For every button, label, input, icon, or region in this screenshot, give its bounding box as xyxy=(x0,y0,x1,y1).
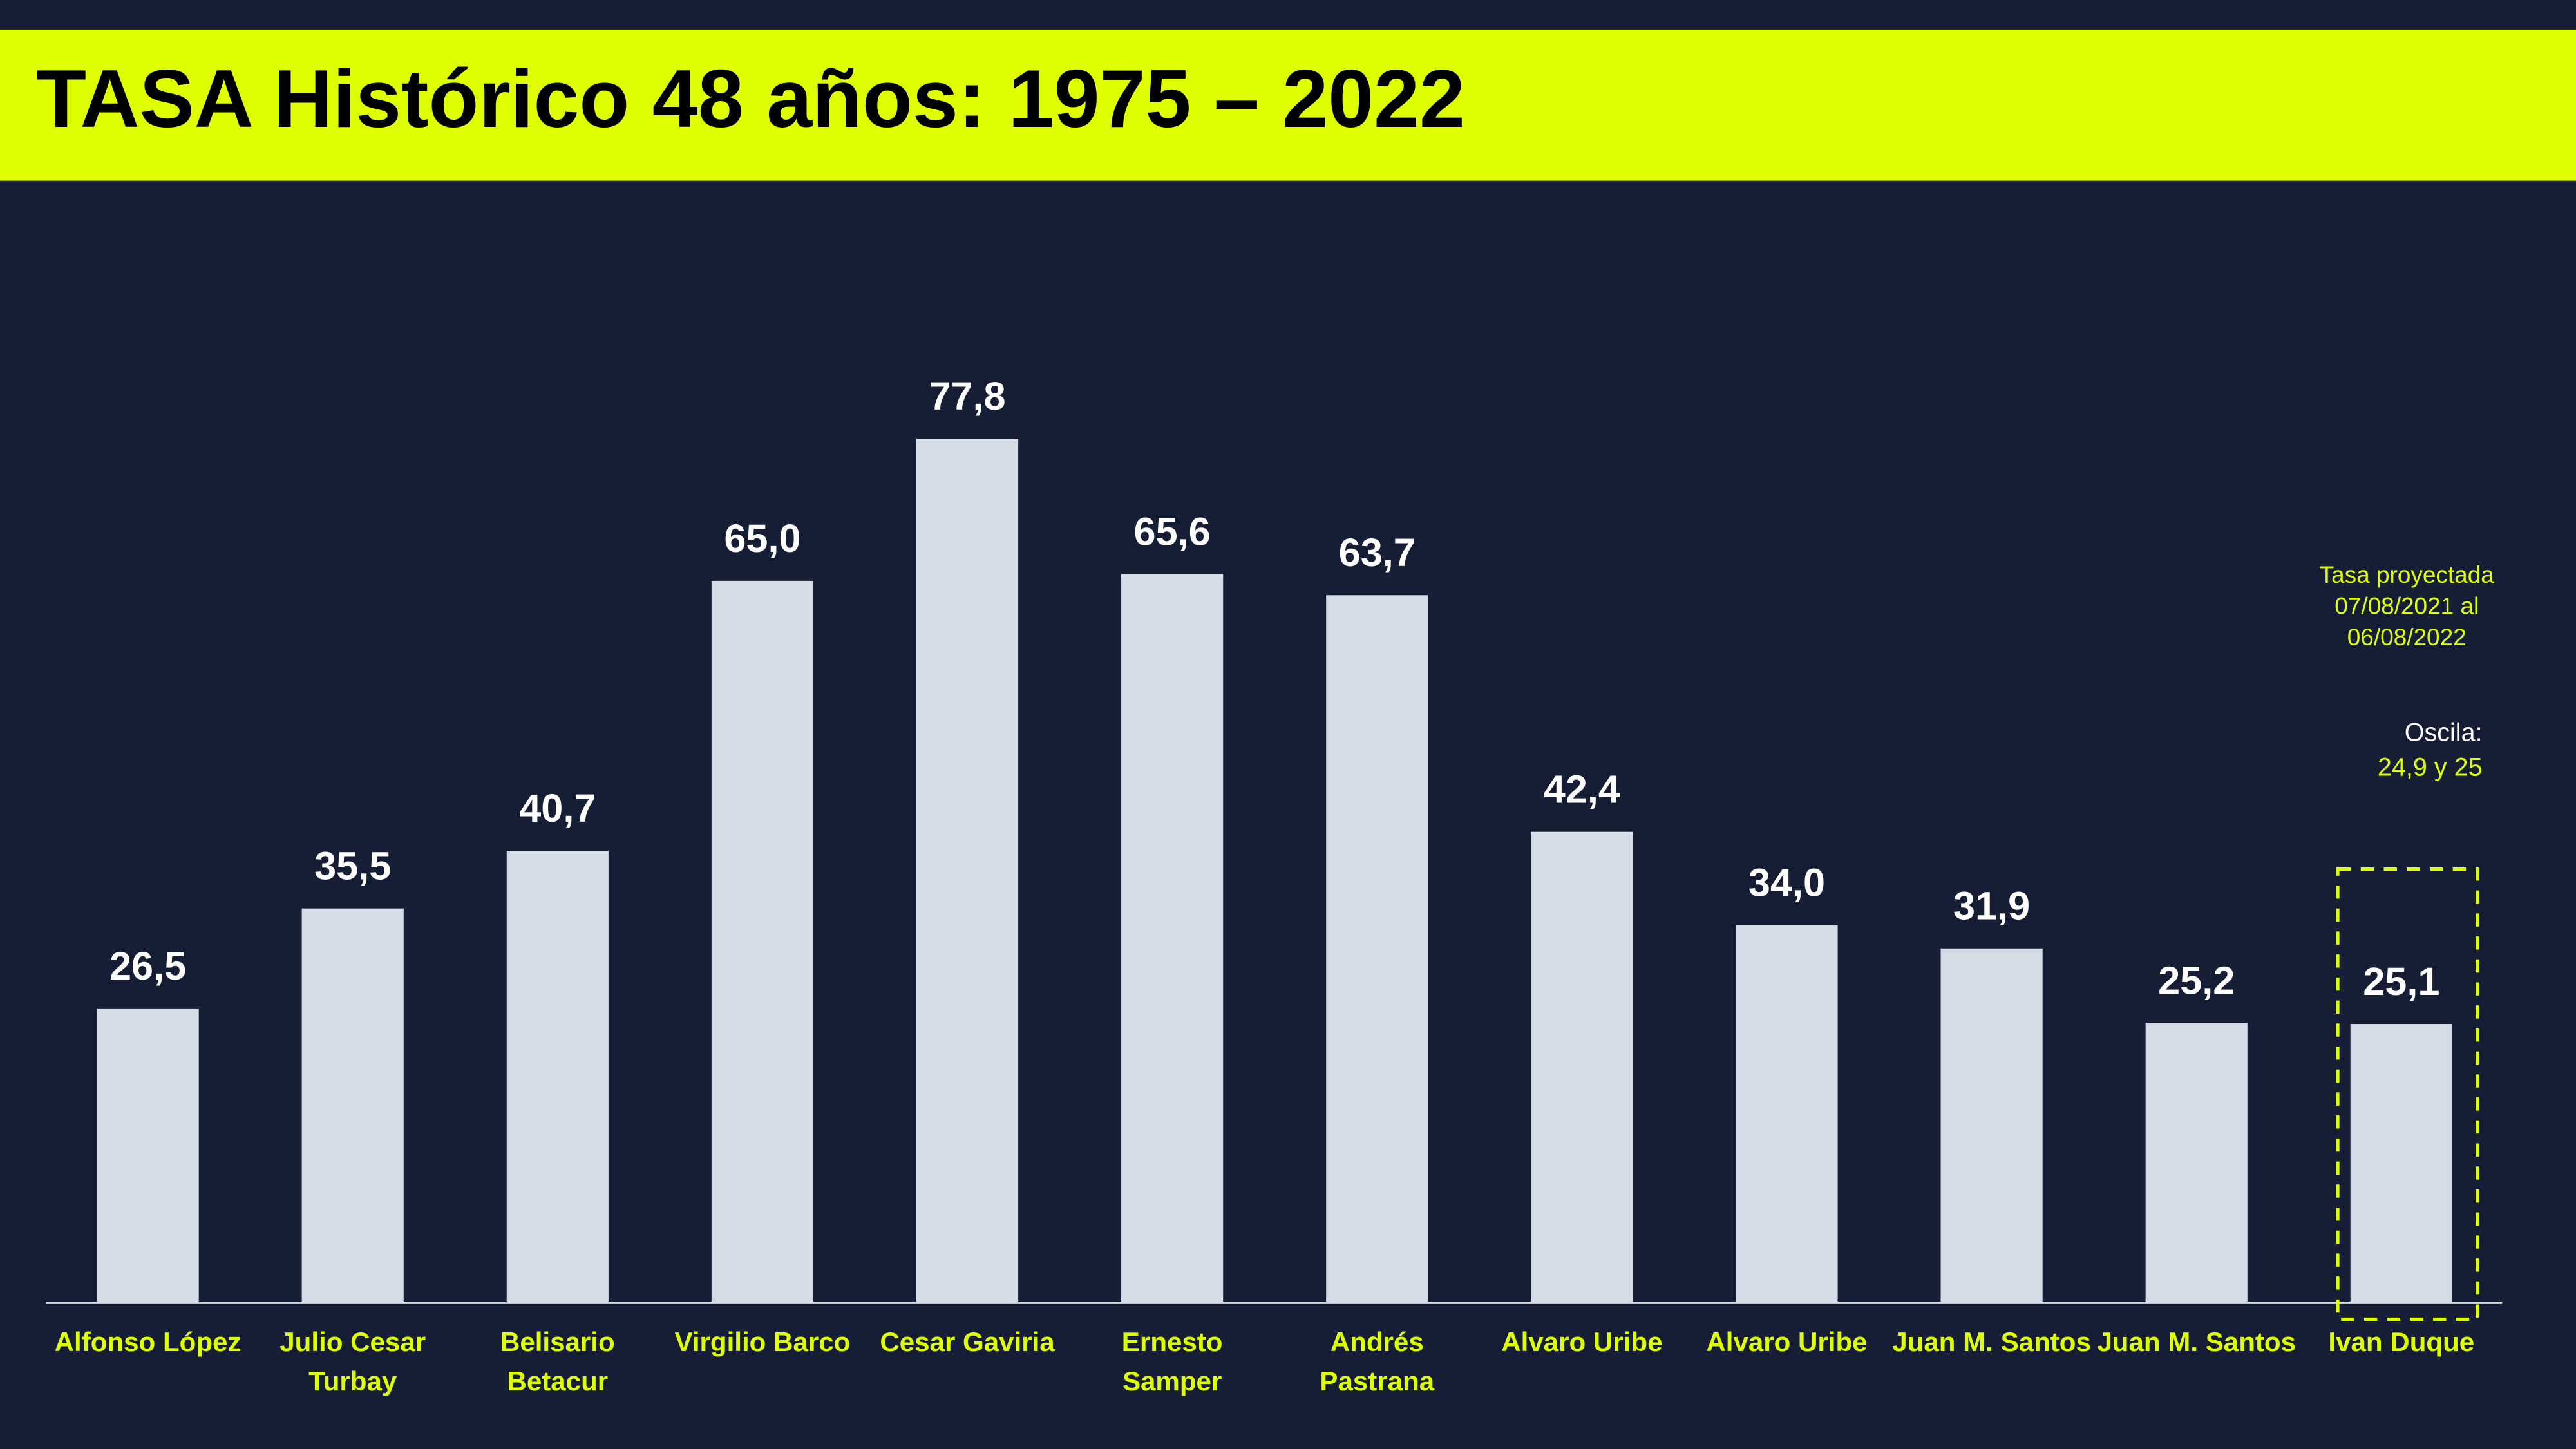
x-tick-label: Betacur xyxy=(507,1366,608,1396)
chart-title: TASA Histórico 48 años: 1975 – 2022 xyxy=(36,53,1465,145)
value-label: 35,5 xyxy=(314,844,391,888)
value-label: 63,7 xyxy=(1339,531,1416,574)
x-tick-label: Samper xyxy=(1122,1366,1222,1396)
x-tick-label: Virgilio Barco xyxy=(675,1327,851,1357)
bar xyxy=(301,908,404,1303)
bar xyxy=(506,850,609,1303)
x-tick-label: Belisario xyxy=(500,1327,615,1357)
bar xyxy=(916,439,1019,1303)
highlight-box xyxy=(2336,867,2479,1321)
bar xyxy=(1121,574,1224,1303)
annotation: Oscila: xyxy=(2405,719,2483,747)
annotation: 07/08/2021 al xyxy=(2334,593,2479,620)
annotation: Tasa proyectada xyxy=(2320,562,2495,588)
x-tick-label: Alvaro Uribe xyxy=(1501,1327,1662,1357)
annotation: 24,9 y 25 xyxy=(2378,753,2483,781)
value-label: 31,9 xyxy=(1953,884,2030,928)
title-bar xyxy=(0,29,2576,181)
bar xyxy=(711,580,814,1303)
bar xyxy=(1531,831,1633,1303)
value-label: 77,8 xyxy=(929,374,1005,418)
x-tick-label: Juan M. Santos xyxy=(2097,1327,2296,1357)
x-tick-label: Alvaro Uribe xyxy=(1706,1327,1867,1357)
x-tick-label: Andrés xyxy=(1331,1327,1424,1357)
bar xyxy=(1736,925,1838,1303)
value-label: 65,6 xyxy=(1134,509,1211,553)
x-tick-label: Pastrana xyxy=(1320,1366,1434,1396)
value-label: 34,0 xyxy=(1748,860,1825,904)
x-tick-label: Ernesto xyxy=(1122,1327,1223,1357)
value-label: 26,5 xyxy=(109,944,186,988)
bar xyxy=(2350,1024,2452,1303)
x-tick-label: Julio Cesar xyxy=(279,1327,426,1357)
value-label: 65,0 xyxy=(724,516,800,560)
value-label: 42,4 xyxy=(1544,768,1620,811)
x-tick-label: Ivan Duque xyxy=(2328,1327,2474,1357)
value-label: 25,2 xyxy=(2158,958,2235,1002)
x-tick-label: Cesar Gaviria xyxy=(880,1327,1055,1357)
bar xyxy=(1326,595,1428,1303)
bar xyxy=(97,1008,199,1303)
bar xyxy=(2145,1023,2248,1303)
x-tick-label: Turbay xyxy=(308,1366,397,1396)
annotation: 06/08/2022 xyxy=(2347,624,2467,650)
x-tick-label: Alfonso López xyxy=(55,1327,242,1357)
value-label: 40,7 xyxy=(519,786,596,830)
x-tick-label: Juan M. Santos xyxy=(1892,1327,2091,1357)
value-label: 25,1 xyxy=(2363,960,2439,1003)
bar xyxy=(1940,948,2043,1303)
